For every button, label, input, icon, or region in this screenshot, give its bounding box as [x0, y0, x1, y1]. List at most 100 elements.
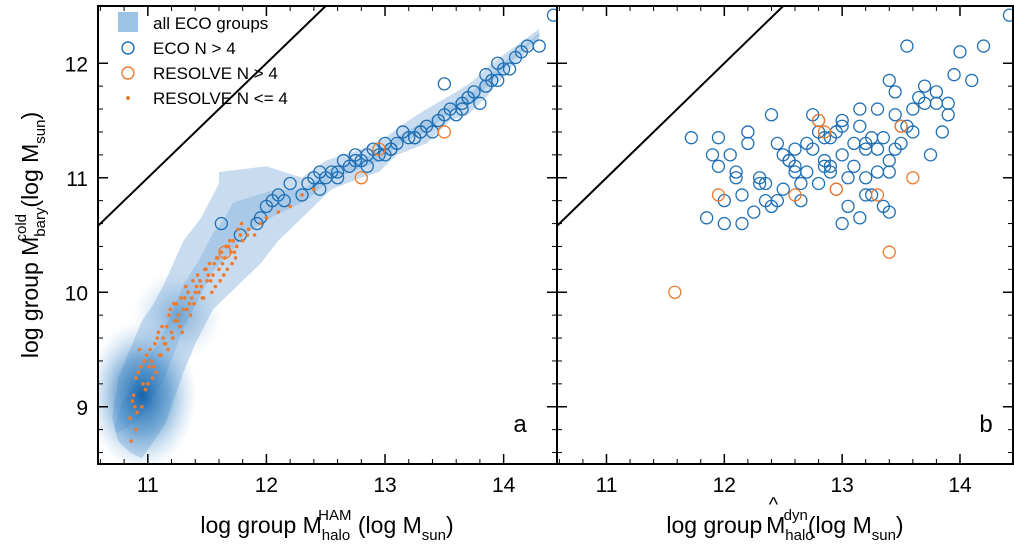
- data-point: [835, 216, 849, 231]
- data-point: [174, 301, 179, 306]
- data-point: [129, 439, 134, 443]
- data-point: [717, 216, 731, 231]
- data-point: [214, 216, 228, 231]
- data-point: [788, 165, 802, 179]
- data-point: [181, 307, 186, 312]
- data-point: [929, 85, 944, 99]
- data-point: [150, 376, 155, 380]
- data-point: [188, 313, 193, 317]
- data-point: [192, 301, 196, 306]
- data-point: [148, 347, 152, 352]
- one-to-one-line: [98, 6, 327, 228]
- data-point: [976, 39, 991, 53]
- data-point: [835, 113, 849, 128]
- data-point: [140, 404, 144, 409]
- data-point: [835, 119, 849, 133]
- data-point: [811, 176, 826, 191]
- data-point: [207, 261, 212, 266]
- data-point: [166, 347, 170, 352]
- data-point: [230, 261, 234, 266]
- panel-label-b: b: [979, 411, 992, 438]
- data-point: [155, 336, 160, 340]
- legend-swatch-all-eco: [118, 12, 138, 32]
- data-point: [217, 267, 221, 272]
- data-point: [276, 210, 281, 214]
- points-panel-b: [668, 8, 1014, 299]
- data-point: [461, 90, 475, 105]
- data-point: [853, 119, 867, 133]
- data-point: [221, 273, 226, 277]
- data-point: [841, 171, 855, 185]
- data-point: [413, 125, 428, 139]
- data-point: [245, 233, 250, 237]
- density-core: [114, 32, 540, 434]
- x-tick-label: 12: [713, 474, 736, 497]
- data-point: [788, 142, 802, 156]
- y-tick-label: 12: [65, 53, 88, 76]
- data-point: [300, 193, 304, 197]
- data-point: [929, 96, 944, 110]
- data-point: [151, 364, 156, 369]
- data-point: [169, 330, 174, 335]
- data-point: [132, 404, 137, 409]
- data-point: [841, 199, 855, 214]
- data-point: [882, 153, 896, 168]
- data-point: [168, 307, 173, 312]
- data-point: [876, 131, 891, 145]
- data-point: [218, 279, 222, 283]
- data-point: [264, 216, 269, 220]
- x-tick-label: 13: [373, 474, 396, 497]
- x-axis-label-a: log group MhaloHAM (log Msun): [200, 507, 453, 544]
- data-point: [128, 416, 132, 421]
- data-point: [210, 290, 214, 295]
- data-point: [741, 125, 755, 139]
- data-point: [1002, 8, 1014, 22]
- data-point: [532, 39, 546, 53]
- data-point: [747, 205, 761, 219]
- data-point: [882, 73, 896, 88]
- data-point: [232, 250, 237, 254]
- data-point: [131, 393, 136, 398]
- data-point: [729, 165, 743, 179]
- data-point: [947, 68, 961, 82]
- data-point: [186, 290, 190, 295]
- data-point: [236, 227, 240, 232]
- data-point: [240, 238, 245, 243]
- data-point: [146, 382, 150, 386]
- data-point: [402, 131, 416, 145]
- data-point: [437, 125, 451, 139]
- data-point: [758, 176, 773, 191]
- data-point: [130, 399, 135, 403]
- data-point: [923, 148, 938, 162]
- data-point: [277, 193, 291, 208]
- data-point: [348, 153, 363, 168]
- data-point: [159, 353, 163, 358]
- data-point: [711, 131, 726, 145]
- data-point: [258, 221, 263, 226]
- data-point: [870, 102, 885, 116]
- data-point: [723, 148, 737, 162]
- data-point: [137, 347, 142, 352]
- data-point: [794, 176, 808, 191]
- x-axis-label-b: log group ^ Mhalodyn(log Msun): [666, 494, 903, 544]
- data-point: [212, 261, 217, 266]
- data-point: [141, 382, 145, 386]
- data-point: [198, 279, 202, 283]
- reference-line: [98, 6, 327, 228]
- data-point: [227, 238, 232, 243]
- data-point: [154, 370, 158, 375]
- data-point: [735, 188, 749, 202]
- y-tick-label: 10: [65, 282, 88, 305]
- data-point: [764, 108, 779, 122]
- data-point: [238, 233, 243, 237]
- data-point: [354, 171, 368, 185]
- data-point: [134, 427, 138, 432]
- data-point: [288, 204, 292, 209]
- data-point: [173, 319, 177, 323]
- data-point: [741, 136, 755, 151]
- data-point: [372, 148, 386, 162]
- data-point: [312, 187, 316, 191]
- data-point: [167, 313, 171, 317]
- legend-marker-resolve-big: [121, 66, 135, 80]
- data-point: [183, 284, 188, 289]
